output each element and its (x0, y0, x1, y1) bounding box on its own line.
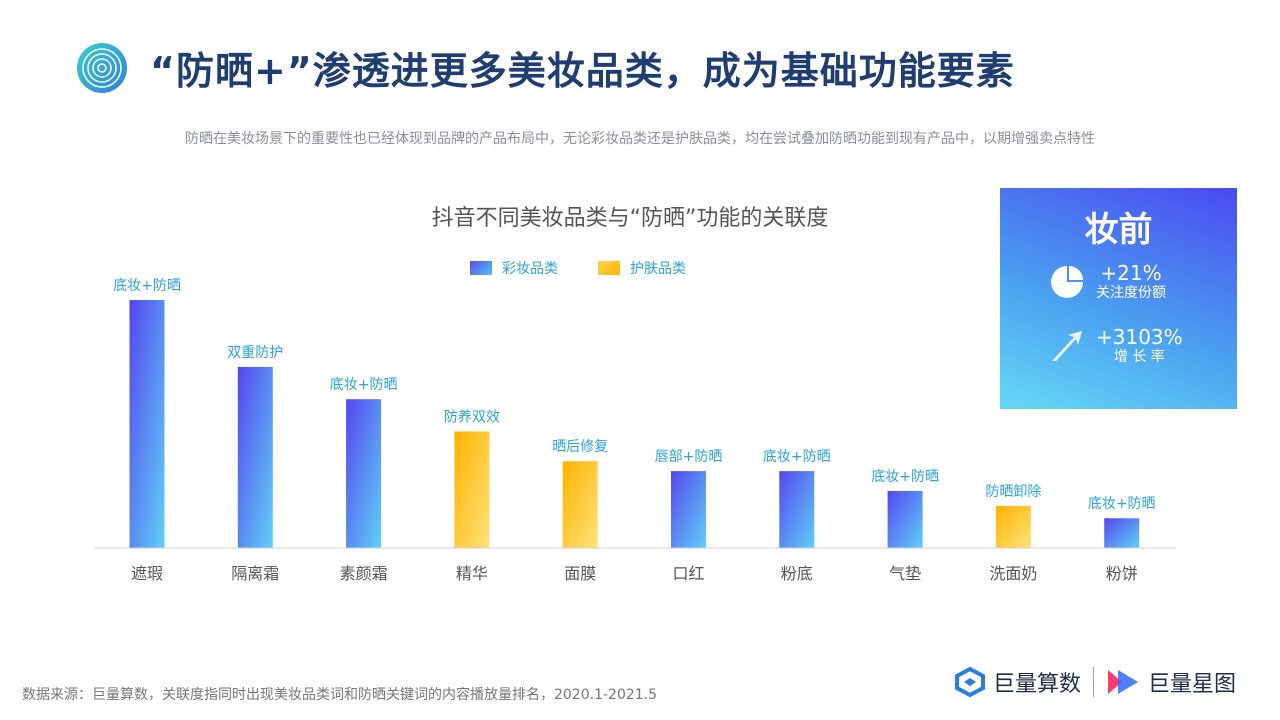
x-tick-label: 面膜 (564, 564, 596, 583)
brand1-name: 巨量算数 (993, 672, 1082, 697)
brand-ring-logo-icon (77, 43, 127, 93)
legend-label-skincare: 护肤品类 (630, 261, 686, 277)
bar-skincare (454, 431, 490, 548)
brand2-name: 巨量星图 (1148, 672, 1237, 697)
x-tick-label: 口红 (672, 564, 704, 583)
data-source-note: 数据来源：巨量算数，关联度指同时出现美妆品类词和防晒关键词的内容播放量排名，20… (22, 687, 658, 703)
legend-swatch-makeup (470, 261, 492, 275)
stat-row-growth: +3103% 增 长 率 (1050, 326, 1183, 366)
arrow-up-right-icon (1052, 331, 1082, 361)
x-tick-label: 气垫 (889, 564, 921, 583)
juliang-suanshu-logo-icon (955, 667, 985, 697)
brand-divider (1093, 667, 1095, 697)
bar-makeup (1104, 518, 1140, 548)
legend-item-makeup: 彩妆品类 (470, 258, 558, 278)
legend-item-skincare: 护肤品类 (598, 258, 686, 278)
bar-makeup (237, 366, 273, 548)
page-subtitle: 防晒在美妆场景下的重要性也已经体现到品牌的产品布局中，无论彩妆品类还是护肤品类，… (185, 131, 1095, 147)
stat-growth-label: 增 长 率 (1113, 349, 1165, 365)
bar-makeup (129, 300, 165, 548)
juliang-xingtu-logo-icon (1108, 670, 1139, 694)
stat-share-label: 关注度份额 (1096, 285, 1166, 301)
stat-row-share: +21% 关注度份额 (1050, 262, 1166, 302)
stat-growth-value: +3103% (1096, 325, 1183, 349)
legend-label-makeup: 彩妆品类 (502, 261, 558, 277)
bar-skincare (562, 461, 598, 548)
page-title: “防晒+”渗透进更多美妆品类，成为基础功能要素 (150, 49, 1015, 93)
x-tick-label: 洗面奶 (989, 564, 1037, 583)
bar-annotation: 晒后修复 (552, 438, 608, 455)
bar-annotation: 防养双效 (444, 409, 500, 425)
bar-annotation: 底妆+防晒 (763, 449, 831, 465)
stat-box-title: 妆前 (1084, 210, 1153, 250)
stat-share-value: +21% (1100, 261, 1162, 285)
bar-makeup (671, 471, 706, 548)
x-tick-label: 素颜霜 (340, 564, 388, 583)
chart-legend: 彩妆品类 护肤品类 (470, 258, 686, 278)
x-tick-label: 遮瑕 (131, 564, 163, 583)
bar-makeup (779, 471, 815, 548)
bar-skincare (995, 505, 1031, 548)
x-tick-label: 粉底 (781, 564, 813, 583)
stat-box: 妆前 +21% 关注度份额 +3103% 增 长 率 (1000, 188, 1237, 409)
x-tick-label: 精华 (456, 564, 488, 583)
legend-swatch-skincare (598, 261, 620, 275)
chart-title: 抖音不同美妆品类与“防晒”功能的关联度 (431, 206, 829, 231)
x-tick-label: 隔离霜 (231, 564, 279, 583)
x-tick-label: 粉饼 (1106, 564, 1138, 583)
bar-makeup (346, 399, 382, 548)
bar-annotation: 底妆+防晒 (330, 377, 398, 393)
bar-annotation: 底妆+防晒 (113, 278, 181, 294)
bar-annotation: 唇部+防晒 (655, 449, 723, 465)
bar-annotation: 底妆+防晒 (871, 469, 939, 485)
bar-makeup (887, 490, 923, 548)
brand-logos: 巨量算数 巨量星图 (955, 666, 1236, 698)
bar-annotation: 防晒卸除 (985, 484, 1041, 500)
bar-annotation: 双重防护 (227, 345, 283, 361)
pie-chart-icon (1051, 266, 1083, 298)
bar-annotation: 底妆+防晒 (1088, 496, 1156, 512)
